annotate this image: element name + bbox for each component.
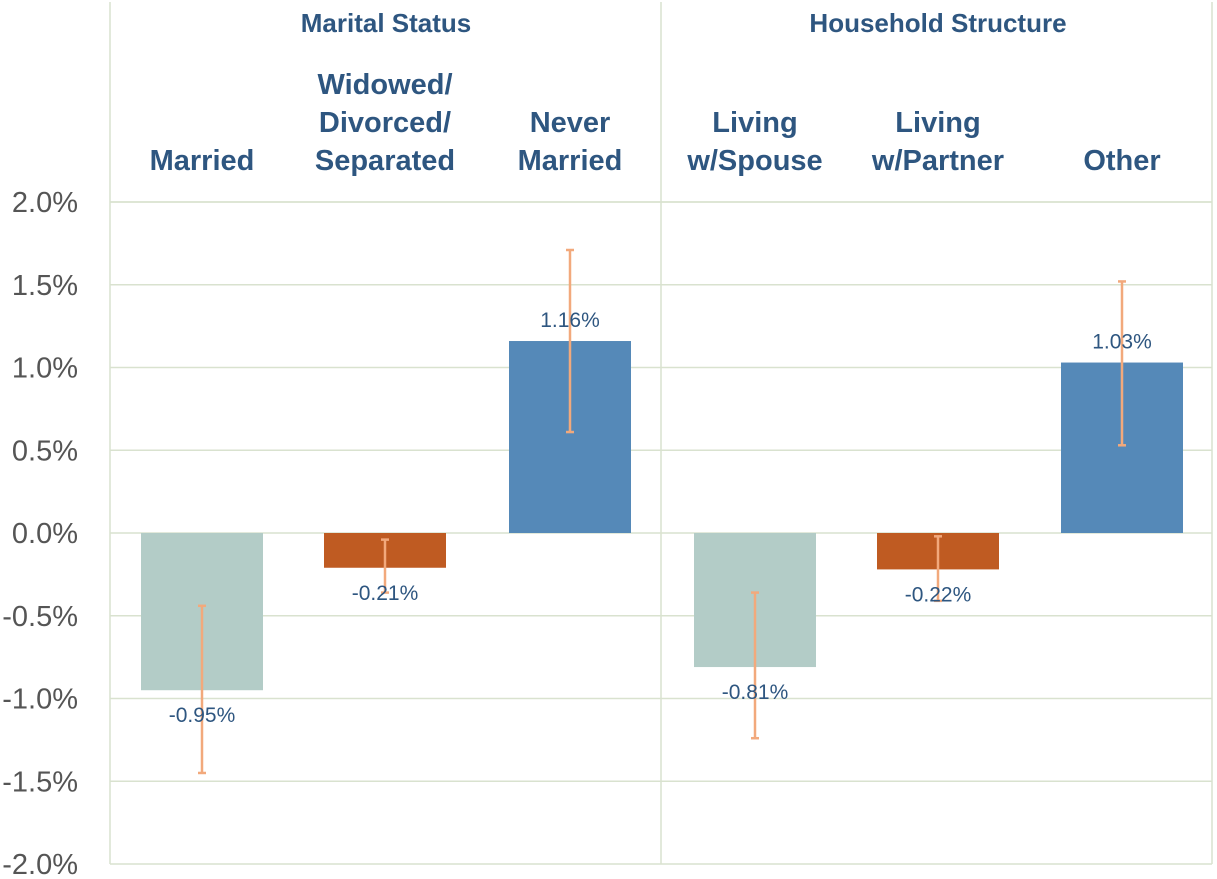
- y-tick-label: 1.0%: [12, 353, 78, 385]
- data-label: 1.03%: [1092, 331, 1152, 354]
- category-label: w/Partner: [871, 145, 1004, 177]
- category-label: Never: [530, 107, 611, 139]
- data-label: -0.22%: [905, 583, 972, 606]
- y-tick-label: 0.0%: [12, 518, 78, 550]
- y-tick-label: -0.5%: [2, 601, 78, 633]
- data-label: 1.16%: [540, 309, 600, 332]
- data-label: -0.95%: [169, 704, 236, 727]
- category-label: Separated: [315, 145, 455, 177]
- category-label: w/Spouse: [686, 145, 822, 177]
- y-tick-label: 1.5%: [12, 270, 78, 302]
- group-title: Marital Status: [301, 8, 472, 38]
- group-title: Household Structure: [809, 8, 1066, 38]
- category-label: Widowed/: [317, 69, 452, 101]
- data-label: -0.21%: [352, 582, 419, 605]
- category-label: Other: [1083, 145, 1160, 177]
- category-label: Married: [150, 145, 255, 177]
- category-label: Living: [712, 107, 797, 139]
- category-label: Married: [518, 145, 623, 177]
- y-tick-label: -2.0%: [2, 849, 78, 879]
- y-tick-label: 0.5%: [12, 435, 78, 467]
- y-tick-label: -1.0%: [2, 684, 78, 716]
- category-label: Divorced/: [319, 107, 451, 139]
- y-tick-label: 2.0%: [12, 187, 78, 219]
- category-label: Living: [895, 107, 980, 139]
- y-tick-label: -1.5%: [2, 766, 78, 798]
- data-label: -0.81%: [722, 681, 789, 704]
